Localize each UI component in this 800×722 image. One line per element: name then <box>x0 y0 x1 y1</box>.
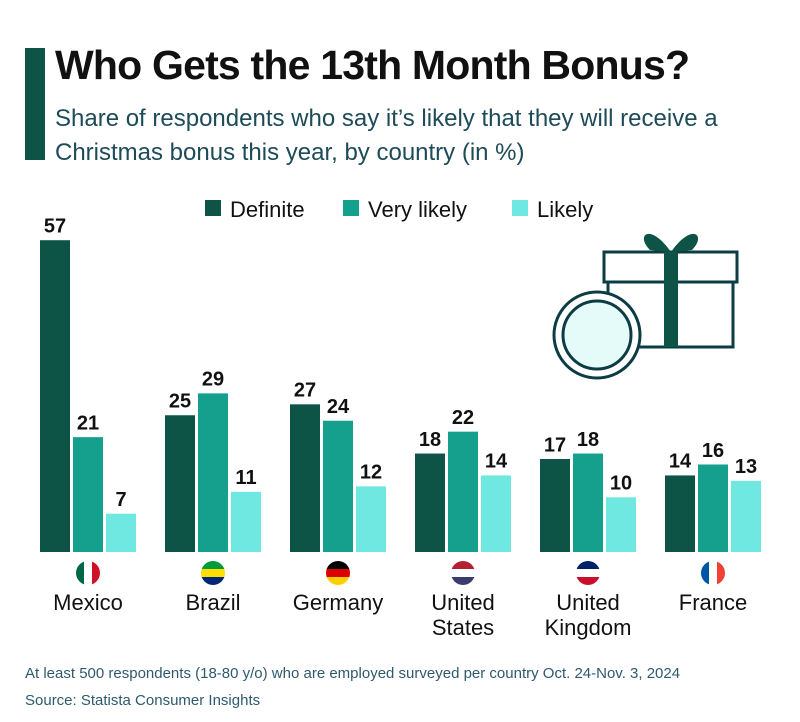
flag-stripe <box>717 561 725 585</box>
x-tick-label: France <box>678 590 748 615</box>
legend-swatch <box>512 200 528 216</box>
data-label: 10 <box>610 473 632 495</box>
bar <box>106 513 136 552</box>
flag-stripe <box>576 569 600 577</box>
bar <box>573 453 603 552</box>
x-tick-label: Brazil <box>185 590 241 615</box>
data-label: 29 <box>202 369 224 391</box>
title-bar <box>25 48 45 160</box>
flag-stripe <box>576 577 600 585</box>
flag-stripe <box>326 569 350 577</box>
data-label: 16 <box>702 440 724 462</box>
flag <box>326 561 350 585</box>
data-label: 57 <box>44 215 66 237</box>
data-label: 13 <box>735 456 757 478</box>
flag-stripe <box>201 569 225 577</box>
bar <box>606 497 636 552</box>
flag-stripe <box>701 561 709 585</box>
bar <box>73 437 103 552</box>
bar <box>231 491 261 552</box>
flag-stripe <box>451 577 475 585</box>
flag-stripe <box>576 561 600 569</box>
flag-stripe <box>201 561 225 569</box>
source: Source: Statista Consumer Insights <box>25 692 261 709</box>
flag <box>576 561 600 585</box>
flag-stripe <box>451 561 475 569</box>
data-label: 25 <box>169 391 191 413</box>
data-label: 24 <box>327 396 350 418</box>
footnote: At least 500 respondents (18-80 y/o) who… <box>25 665 681 682</box>
legend-label: Likely <box>537 197 594 222</box>
bar <box>448 431 478 552</box>
bar <box>165 415 195 552</box>
data-label: 12 <box>360 462 382 484</box>
data-label: 27 <box>294 380 316 402</box>
x-tick-label: Germany <box>292 590 384 615</box>
flag-stripe <box>326 577 350 585</box>
chart-title: Who Gets the 13th Month Bonus? <box>55 42 690 88</box>
chart-subtitle: Share of respondents who say it’s likely… <box>55 105 718 166</box>
bar <box>356 486 386 552</box>
flag-stripe <box>201 577 225 585</box>
legend-label: Very likely <box>368 197 468 222</box>
data-label: 14 <box>485 451 508 473</box>
legend-swatch <box>343 200 359 216</box>
bar <box>481 475 511 552</box>
flag <box>201 561 225 585</box>
x-tick-label: Mexico <box>53 590 123 615</box>
bar <box>198 393 228 552</box>
flag-stripe <box>84 561 92 585</box>
flag-stripe <box>92 561 100 585</box>
bar <box>415 453 445 552</box>
data-label: 11 <box>235 467 256 489</box>
bar <box>731 480 761 552</box>
bar <box>665 475 695 552</box>
data-label: 21 <box>77 412 99 434</box>
bar <box>290 404 320 552</box>
data-label: 18 <box>419 429 441 451</box>
flag <box>76 561 100 585</box>
data-label: 18 <box>577 429 599 451</box>
bar <box>323 420 353 552</box>
flag-stripe <box>451 569 475 577</box>
legend-swatch <box>205 200 221 216</box>
bar <box>698 464 728 552</box>
x-tick-label: United Kingdom <box>544 590 632 640</box>
data-label: 22 <box>452 407 474 429</box>
bar <box>540 459 570 552</box>
gift-icon <box>552 233 739 380</box>
data-label: 7 <box>115 489 126 511</box>
flag-stripe <box>326 561 350 569</box>
flag <box>451 561 475 585</box>
bar <box>40 240 70 552</box>
data-label: 17 <box>544 434 566 456</box>
flag <box>701 561 725 585</box>
flag-stripe <box>709 561 717 585</box>
legend-label: Definite <box>230 197 305 222</box>
flag-stripe <box>76 561 84 585</box>
x-tick-label: United States <box>431 590 495 640</box>
data-label: 14 <box>669 451 692 473</box>
